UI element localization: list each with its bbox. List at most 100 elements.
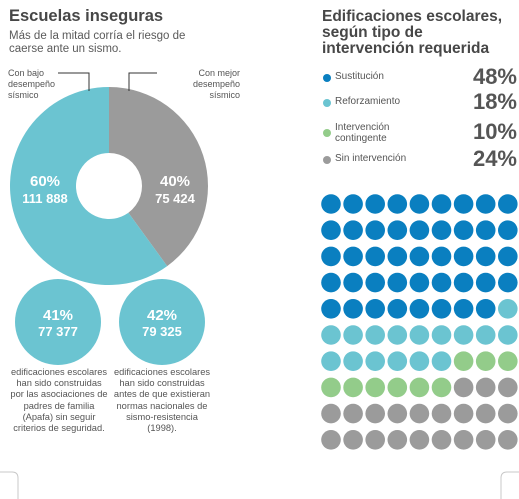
legend-row-0: Sustitución 48% — [321, 66, 517, 88]
waffle-dot-33 — [387, 272, 408, 293]
waffle-dot-4 — [409, 194, 430, 214]
waffle-dot-77 — [475, 377, 496, 398]
slice-label-high-count: 75 424 — [155, 191, 196, 206]
waffle-dot-11 — [343, 220, 363, 240]
waffle-dot-54 — [409, 325, 430, 345]
waffle-dot-50 — [321, 325, 341, 345]
legend-label-3: Sin intervención — [335, 153, 407, 164]
waffle-dot-51 — [343, 325, 363, 345]
waffle-dot-82 — [365, 403, 386, 424]
waffle-dot-14 — [409, 220, 430, 240]
right-title: Edificaciones escolares, según tipo de i… — [322, 8, 503, 57]
waffle-dot-74 — [409, 377, 430, 398]
waffle-dot-61 — [343, 351, 363, 372]
waffle-dot-42 — [365, 299, 386, 319]
donut-chart: 60%111 888 40%75 424 — [9, 87, 208, 285]
waffle-dot-18 — [498, 220, 518, 240]
waffle-dot-66 — [453, 351, 474, 372]
waffle-dot-80 — [321, 403, 341, 424]
legend-swatch-0 — [323, 74, 331, 82]
waffle-dot-65 — [431, 351, 452, 372]
legend-value-0: 48% — [472, 64, 517, 89]
waffle-dot-46 — [453, 299, 474, 319]
waffle-dot-60 — [321, 351, 341, 372]
waffle-dot-63 — [387, 351, 408, 372]
legend-label-2: Intervención contingente — [335, 122, 390, 144]
page-frame-line — [0, 471, 519, 499]
bubble-percent-0: 41% — [43, 307, 73, 324]
waffle-dot-12 — [365, 220, 386, 240]
donut-slice-0 — [9, 87, 168, 285]
legend-row-2: Intervención contingente 10% — [321, 119, 517, 144]
waffle-dot-53 — [387, 325, 408, 345]
donut-slice-1 — [109, 87, 208, 267]
waffle-dot-68 — [498, 351, 518, 372]
waffle-dot-38 — [498, 272, 518, 293]
waffle-dot-57 — [475, 325, 496, 345]
waffle-dot-32 — [365, 272, 386, 293]
slice-label-low-percent: 60% — [30, 173, 60, 190]
waffle-dot-8 — [498, 194, 518, 214]
waffle-dot-83 — [387, 403, 408, 424]
callout-line-high — [128, 72, 157, 91]
bubble-1 — [119, 279, 205, 365]
legend-swatch-2 — [323, 129, 331, 137]
bubble-percent-1: 42% — [147, 307, 177, 324]
waffle-dot-26 — [453, 246, 474, 267]
waffle-dot-62 — [365, 351, 386, 372]
waffle-dot-75 — [431, 377, 452, 398]
waffle-dot-47 — [475, 299, 496, 319]
legend-label-0: Sustitución — [335, 71, 384, 82]
waffle-dot-24 — [409, 246, 430, 267]
waffle-dot-17 — [475, 220, 496, 240]
waffle-dot-78 — [498, 377, 518, 398]
waffle-dot-72 — [365, 377, 386, 398]
waffle-dot-6 — [453, 194, 474, 214]
waffle-dot-91 — [343, 430, 363, 450]
left-subtitle: Más de la mitad corría el riesgo de caer… — [9, 30, 186, 55]
waffle-dot-67 — [475, 351, 496, 372]
waffle-dot-13 — [387, 220, 408, 240]
legend-value-1: 18% — [472, 89, 517, 114]
left-title: Escuelas inseguras — [9, 7, 164, 25]
waffle-dot-15 — [431, 220, 452, 240]
waffle-dot-76 — [453, 377, 474, 398]
callout-high-performance: Con mejor desempeño sísmico — [192, 68, 240, 100]
legend-swatch-3 — [323, 156, 331, 164]
bubble-0 — [15, 279, 101, 365]
waffle-dot-36 — [453, 272, 474, 293]
waffle-dot-35 — [431, 272, 452, 293]
waffle-dot-3 — [387, 194, 408, 214]
legend-label-1: Reforzamiento — [335, 96, 401, 107]
waffle-dot-21 — [343, 246, 363, 267]
waffle-dot-34 — [409, 272, 430, 293]
waffle-dot-71 — [343, 377, 363, 398]
waffle-dot-22 — [365, 246, 386, 267]
bubble-caption-apafa: edificaciones escolares han sido constru… — [10, 367, 108, 434]
waffle-dot-20 — [321, 246, 341, 267]
waffle-dot-0 — [321, 194, 341, 214]
waffle-dot-95 — [431, 430, 452, 450]
legend-swatch-1 — [323, 99, 331, 107]
legend-value-2: 10% — [472, 119, 517, 144]
waffle-dot-23 — [387, 246, 408, 267]
waffle-dot-73 — [387, 377, 408, 398]
waffle-grid — [321, 194, 518, 450]
waffle-dot-43 — [387, 299, 408, 319]
waffle-dot-84 — [409, 403, 430, 424]
waffle-dot-48 — [498, 299, 518, 319]
waffle-dot-30 — [321, 272, 341, 293]
slice-label-low-count: 111 888 — [22, 191, 68, 206]
waffle-dot-56 — [453, 325, 474, 345]
waffle-dot-1 — [343, 194, 363, 214]
waffle-dot-98 — [498, 430, 518, 450]
waffle-dot-45 — [431, 299, 452, 319]
waffle-dot-88 — [498, 403, 518, 424]
bubble-count-0: 77 377 — [38, 324, 78, 339]
legend-row-1: Reforzamiento 18% — [321, 91, 517, 113]
waffle-dot-90 — [321, 430, 341, 450]
waffle-dot-10 — [321, 220, 341, 240]
waffle-dot-96 — [453, 430, 474, 450]
waffle-dot-52 — [365, 325, 386, 345]
